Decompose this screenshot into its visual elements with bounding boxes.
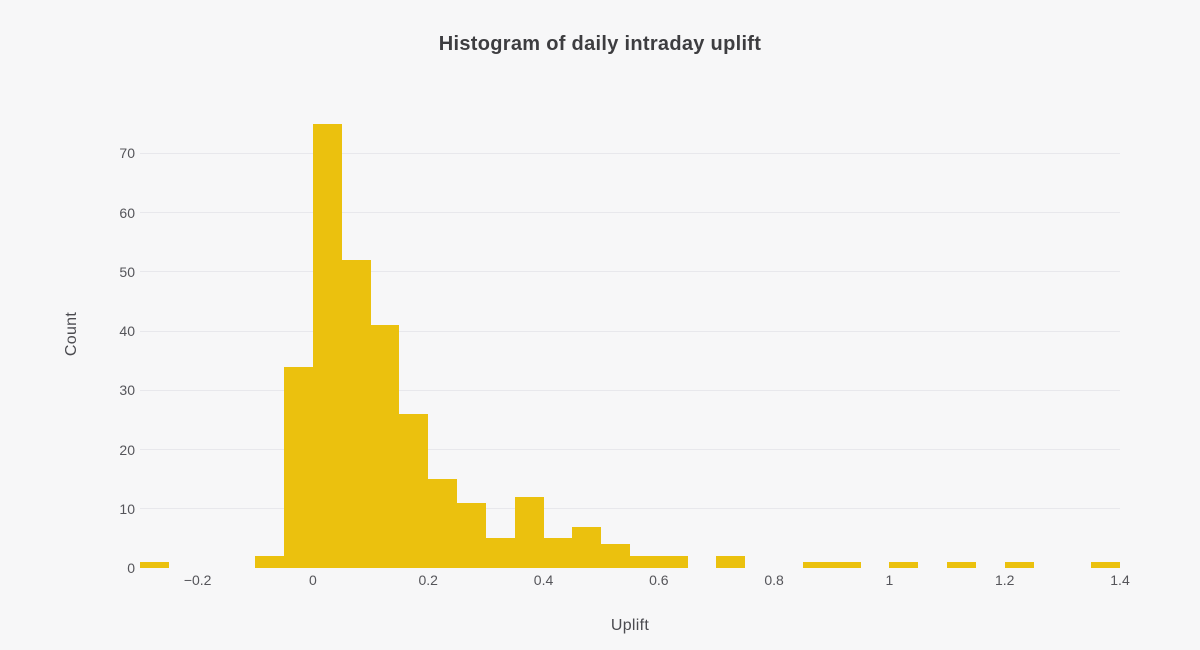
y-gridline (140, 508, 1120, 510)
y-gridline (140, 212, 1120, 214)
y-gridline (140, 449, 1120, 451)
x-tick-label: 1.2 (994, 572, 1015, 588)
x-tick-label: 0.2 (418, 572, 438, 588)
histogram-bar[interactable] (370, 325, 400, 568)
histogram-bar[interactable] (1004, 562, 1034, 568)
histogram-bar[interactable] (1091, 562, 1120, 568)
x-tick-label: −0.2 (183, 572, 212, 588)
y-gridline (140, 389, 1120, 391)
y-gridline (140, 271, 1120, 273)
histogram-bar[interactable] (831, 562, 861, 568)
histogram-bar[interactable] (428, 479, 458, 568)
x-tick-label: 0.4 (533, 572, 554, 588)
y-tick-label: 20 (119, 441, 135, 458)
histogram-bar[interactable] (312, 123, 342, 568)
x-tick-label: 0.8 (764, 572, 784, 588)
histogram-bar[interactable] (284, 366, 313, 568)
histogram-bar[interactable] (140, 562, 169, 568)
y-tick-label: 40 (119, 323, 135, 340)
histogram-bar[interactable] (457, 502, 486, 568)
histogram-bar[interactable] (255, 556, 285, 568)
y-tick-label: 50 (119, 263, 135, 280)
x-tick-label: 1 (885, 572, 894, 588)
y-tick-label: 0 (127, 560, 135, 576)
histogram-bar[interactable] (658, 556, 688, 568)
histogram-bar[interactable] (572, 526, 602, 568)
y-tick-label: 70 (119, 145, 135, 162)
histogram-bar[interactable] (514, 496, 544, 568)
y-tick-label: 30 (119, 382, 135, 399)
histogram-bar[interactable] (889, 562, 919, 568)
y-gridline (140, 330, 1120, 332)
chart-title: Histogram of daily intraday uplift (438, 33, 762, 55)
histogram-bar[interactable] (341, 259, 371, 568)
histogram-bar[interactable] (947, 562, 976, 568)
y-gridline (140, 152, 1120, 154)
histogram-bar[interactable] (543, 538, 573, 568)
y-tick-label: 10 (119, 500, 135, 517)
histogram-bar[interactable] (630, 556, 659, 568)
x-axis-title: Uplift (610, 617, 650, 634)
x-tick-label: 0 (309, 572, 317, 588)
y-tick-label: 60 (119, 204, 135, 221)
histogram-bar[interactable] (716, 556, 746, 568)
histogram-bar[interactable] (802, 562, 832, 568)
histogram-bar[interactable] (399, 413, 429, 568)
histogram-bar[interactable] (485, 538, 515, 568)
x-tick-label: 0.6 (649, 572, 669, 588)
histogram-bar[interactable] (601, 544, 630, 568)
x-tick-label: 1.4 (1110, 572, 1130, 588)
